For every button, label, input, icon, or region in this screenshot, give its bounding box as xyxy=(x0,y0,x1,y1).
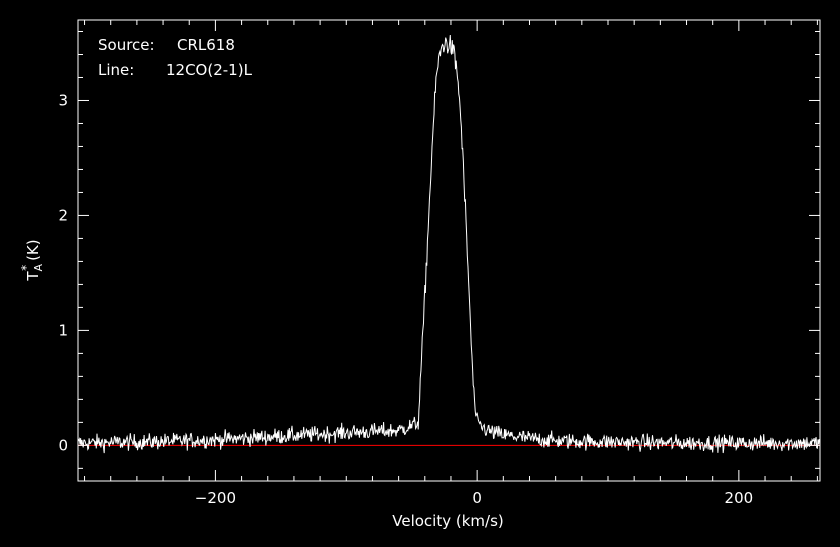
y-tick-label: 3 xyxy=(58,91,68,109)
y-axis-label-text: TA* (K) xyxy=(19,239,45,281)
annotation-source-key: Source: xyxy=(98,36,155,54)
y-tick-label: 1 xyxy=(58,321,68,339)
plot-border xyxy=(77,19,821,482)
y-tick-label: 0 xyxy=(58,436,68,454)
plot-frame xyxy=(77,19,821,482)
annotation-line-key: Line: xyxy=(98,61,134,79)
y-axis-label-sup: * xyxy=(19,265,33,271)
ticks-group xyxy=(78,20,820,481)
series-group xyxy=(77,34,821,454)
x-tick-label: −200 xyxy=(195,489,236,507)
x-tick-label: 0 xyxy=(472,489,482,507)
annotation-block: Source: CRL618 Line: 12CO(2-1)L xyxy=(98,36,253,79)
annotation-line-value: 12CO(2-1)L xyxy=(166,61,253,79)
annotation-source-value: CRL618 xyxy=(177,36,235,54)
y-axis-label-base: T xyxy=(24,271,42,282)
x-tick-label: 200 xyxy=(725,489,754,507)
y-tick-label: 2 xyxy=(58,206,68,224)
y-axis-label-sub: A xyxy=(32,263,45,271)
spectrum-line-0 xyxy=(77,34,821,454)
y-axis-label: TA* (K) xyxy=(19,239,45,281)
x-axis-label: Velocity (km/s) xyxy=(392,512,503,530)
y-axis-label-unit: (K) xyxy=(24,239,42,261)
tick-labels-group: −200 0 200 0 1 2 3 xyxy=(58,91,753,507)
